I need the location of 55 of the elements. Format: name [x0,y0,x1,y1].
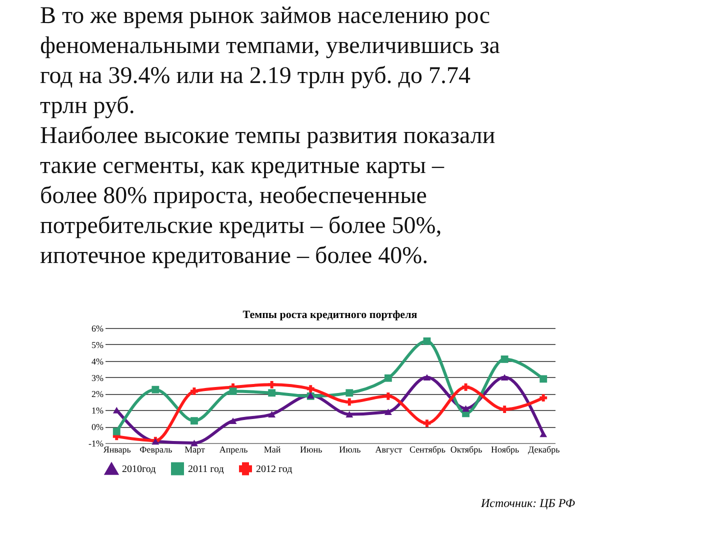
legend-label: 2011 год [188,464,224,475]
y-tick-label: 6% [92,324,104,334]
x-tick-label: Июнь [300,444,322,454]
point [229,388,237,395]
point [190,440,198,446]
y-tick-label: 2% [92,389,104,400]
text: Источник: ЦБ РФ [480,496,576,510]
x-tick-label: Декабрь [528,444,560,454]
y-tick-label: -1% [88,438,104,448]
point [268,411,276,418]
point [500,406,508,414]
legend-label: 2010год [122,464,156,476]
point [540,375,548,383]
point [423,374,431,380]
x-tick-label: Апрель [219,444,248,454]
x-tick-label: Ноябрь [490,444,520,454]
point [268,389,276,397]
point [190,388,198,395]
point [190,417,198,425]
x-tick-label: Февраль [140,444,172,454]
x-tick-label: Май [264,444,281,454]
point [540,430,548,438]
point [423,420,431,427]
y-tick-label: 0% [92,422,104,432]
text: Наиболее высокие темпы развития показали такие сегменты, как кредитные карты – более 80% прироста, необеспеченные потребительские кредиты – более 50%, ипотечное кредитование – более 40%. [40,123,496,269]
chart-title: Темпы роста кредитного портфеля [242,309,418,321]
y-tick-label: 1% [92,406,104,416]
point [423,337,431,345]
x-tick-label: Август [375,444,402,454]
point [346,411,354,418]
point [346,398,354,406]
point [112,428,120,436]
text: В то же время рынок займов населению рос феноменальными темпами, увеличившись за год на 39.4% или на 2.19 трлн руб. до 7.74 трлн руб. [40,3,500,119]
point [384,374,392,382]
point [384,408,392,415]
point [346,389,354,397]
point [268,380,276,388]
point [500,374,508,380]
legend-label: 2012 год [256,464,292,475]
y-tick-label: 5% [92,340,104,350]
point [462,383,470,391]
point [306,385,314,392]
y-tick-label: 3% [92,372,104,383]
x-tick-label: Июль [339,444,361,454]
point [540,394,548,402]
y-tick-label: 4% [92,356,104,366]
point [384,392,392,400]
point [229,418,237,424]
point [462,405,470,412]
point [500,356,508,363]
x-tick-label: Октябрь [450,444,482,454]
x-tick-label: Январь [103,444,131,454]
x-tick-label: Сентябрь [409,444,446,454]
point [152,386,160,394]
x-tick-label: Март [184,444,205,454]
